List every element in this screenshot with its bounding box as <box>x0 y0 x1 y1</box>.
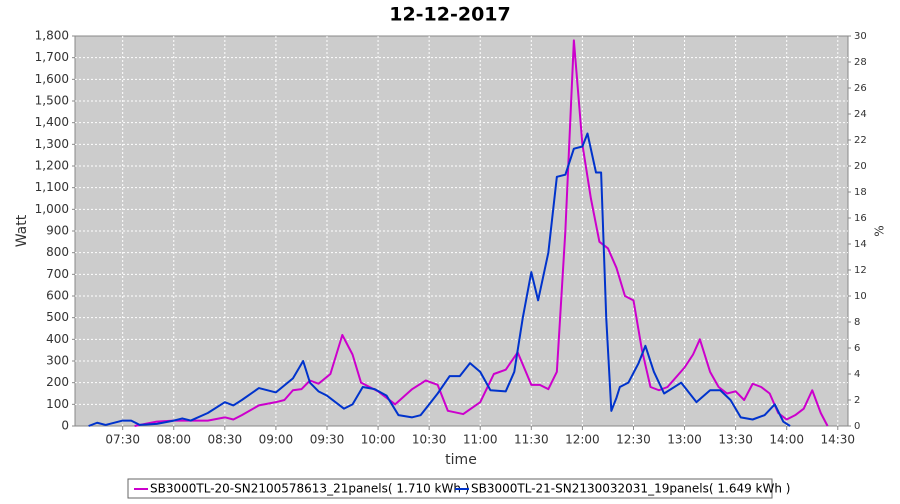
y-tick-label: 900 <box>46 224 69 238</box>
y-tick-label: 600 <box>46 289 69 303</box>
y2-tick-label: 8 <box>854 317 860 328</box>
x-tick-label: 11:00 <box>463 433 498 447</box>
x-tick-label: 14:00 <box>769 433 804 447</box>
y-tick-label: 700 <box>46 267 69 281</box>
y2-tick-label: 0 <box>854 421 860 432</box>
y-tick-label: 100 <box>46 397 69 411</box>
y2-tick-label: 24 <box>854 109 867 120</box>
y2-tick-label: 28 <box>854 57 867 68</box>
y2-tick-label: 12 <box>854 265 867 276</box>
y-tick-label: 400 <box>46 332 69 346</box>
x-tick-label: 08:30 <box>208 433 243 447</box>
x-tick-label: 07:30 <box>105 433 140 447</box>
y2-tick-label: 6 <box>854 343 860 354</box>
y-tick-label: 1,600 <box>35 72 69 86</box>
y2-tick-label: 30 <box>854 31 867 42</box>
y2-tick-label: 26 <box>854 83 867 94</box>
y2-tick-label: 18 <box>854 187 867 198</box>
y2-axis-label: % <box>873 225 887 236</box>
legend-label: SB3000TL-21-SN2130032031_19panels( 1.649… <box>471 482 790 496</box>
x-tick-label: 14:30 <box>820 433 855 447</box>
y-tick-label: 1,500 <box>35 94 69 108</box>
chart-title: 12-12-2017 <box>389 4 511 26</box>
y-tick-label: 1,100 <box>35 180 69 194</box>
x-tick-label: 13:00 <box>667 433 702 447</box>
y-axis-label: Watt <box>14 214 30 247</box>
y-tick-label: 1,700 <box>35 50 69 64</box>
series-line <box>134 39 829 427</box>
y-tick-label: 1,800 <box>35 29 69 43</box>
y2-tick-label: 2 <box>854 395 860 406</box>
y2-tick-label: 20 <box>854 161 867 172</box>
y2-tick-label: 22 <box>854 135 867 146</box>
x-tick-label: 12:00 <box>565 433 600 447</box>
x-tick-label: 10:30 <box>412 433 447 447</box>
y2-tick-label: 10 <box>854 291 867 302</box>
legend-label: SB3000TL-20-SN2100578613_21panels( 1.710… <box>150 482 469 496</box>
x-tick-label: 09:30 <box>310 433 345 447</box>
legend <box>127 478 773 499</box>
y-tick-label: 1,000 <box>35 202 69 216</box>
y-tick-label: 1,200 <box>35 159 69 173</box>
y-tick-label: 1,400 <box>35 115 69 129</box>
y-tick-label: 0 <box>61 419 69 433</box>
y2-tick-label: 4 <box>854 369 860 380</box>
x-tick-label: 08:00 <box>156 433 191 447</box>
y-tick-label: 300 <box>46 354 69 368</box>
y-tick-label: 1,300 <box>35 137 69 151</box>
x-tick-label: 10:00 <box>361 433 396 447</box>
y2-tick-label: 14 <box>854 239 867 250</box>
x-tick-label: 11:30 <box>514 433 549 447</box>
x-tick-label: 13:30 <box>718 433 753 447</box>
y-tick-label: 800 <box>46 245 69 259</box>
x-tick-label: 09:00 <box>259 433 294 447</box>
y-tick-label: 200 <box>46 375 69 389</box>
x-tick-label: 12:30 <box>616 433 651 447</box>
x-axis-label: time <box>445 452 477 468</box>
y2-tick-label: 16 <box>854 213 867 224</box>
series-line <box>88 132 791 427</box>
y-tick-label: 500 <box>46 310 69 324</box>
